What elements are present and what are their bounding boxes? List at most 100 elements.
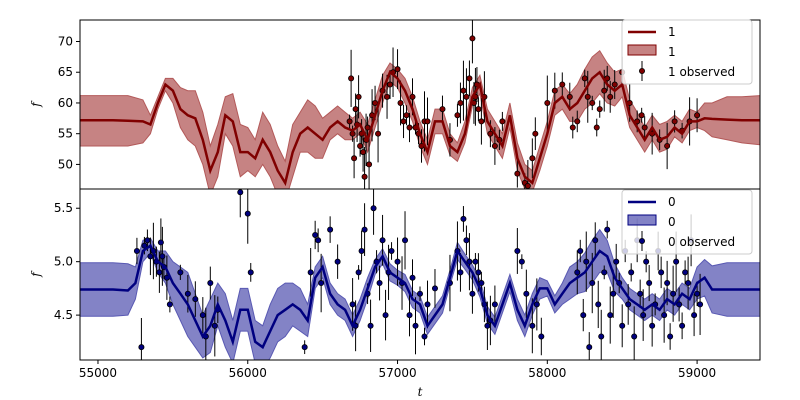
data-point: [514, 247, 521, 254]
data-point: [207, 280, 214, 287]
data-point: [402, 237, 409, 244]
data-point: [580, 312, 587, 319]
legend-entry-label: 0: [668, 195, 676, 209]
data-point: [697, 301, 704, 308]
data-point: [364, 124, 371, 131]
data-point: [619, 322, 626, 329]
data-point: [424, 118, 431, 125]
data-point: [409, 93, 416, 100]
data-point: [315, 237, 322, 244]
plot-area: [80, 20, 760, 189]
mean-line: [80, 70, 760, 187]
data-point: [529, 322, 536, 329]
data-point: [581, 75, 588, 82]
data-point: [658, 269, 665, 276]
data-point: [372, 99, 379, 106]
data-point: [475, 106, 482, 113]
data-point: [349, 301, 356, 308]
data-point: [357, 142, 364, 149]
legend-entry-label: 0 observed: [668, 235, 735, 249]
data-point: [664, 280, 671, 287]
data-point: [478, 280, 485, 287]
data-point: [610, 290, 617, 297]
x-tick-label: 59000: [678, 366, 716, 380]
data-point: [469, 35, 476, 42]
data-point: [327, 226, 334, 233]
data-point: [685, 280, 692, 287]
data-point: [147, 253, 154, 260]
data-point: [487, 130, 494, 137]
data-point: [601, 87, 608, 94]
data-point: [661, 312, 668, 319]
x-tick-label: 58000: [528, 366, 566, 380]
legend-band-swatch: [627, 214, 657, 226]
data-point: [673, 258, 680, 265]
data-point: [361, 226, 368, 233]
data-point: [424, 301, 431, 308]
data-point: [607, 93, 614, 100]
data-point: [694, 112, 701, 119]
data-point: [156, 269, 163, 276]
data-point: [679, 322, 686, 329]
data-point: [586, 344, 593, 351]
data-point: [676, 301, 683, 308]
x-tick-label: 56000: [229, 366, 267, 380]
legend: 1 1 1 observed: [621, 19, 753, 85]
data-point: [649, 322, 656, 329]
data-point: [631, 333, 638, 340]
data-point: [394, 66, 401, 73]
data-point: [457, 99, 464, 106]
data-point: [312, 231, 319, 238]
y-axis-label: f: [29, 270, 43, 278]
data-point: [463, 93, 470, 100]
y-axis-label: f: [29, 100, 43, 108]
data-point: [694, 290, 701, 297]
data-point: [671, 118, 678, 125]
bottom-panel: 4.5 5.0 5.5 55000 56000 57000 58000 59000 f t 0 0 0 …: [29, 188, 761, 399]
data-point: [589, 280, 596, 287]
data-point: [133, 247, 140, 254]
data-point: [607, 312, 614, 319]
y-tick-label: 5.5: [54, 201, 73, 215]
data-point: [454, 112, 461, 119]
data-point: [431, 285, 438, 292]
data-point: [613, 258, 620, 265]
x-tick-label: 57000: [378, 366, 416, 380]
data-point: [589, 99, 596, 106]
data-point: [611, 81, 618, 88]
data-point: [460, 215, 467, 222]
data-point: [184, 290, 191, 297]
y-tick-label: 4.5: [54, 308, 73, 322]
data-point: [403, 112, 410, 119]
data-point: [382, 312, 389, 319]
data-point: [159, 253, 166, 260]
axes-frame: [79, 188, 761, 361]
data-point: [439, 106, 446, 113]
data-point: [361, 173, 368, 180]
data-point: [394, 258, 401, 265]
data-point: [334, 258, 341, 265]
confidence-band: [80, 228, 760, 360]
data-point: [370, 205, 377, 212]
data-point: [574, 118, 581, 125]
data-point: [625, 301, 632, 308]
data-point: [491, 142, 498, 149]
data-point: [157, 239, 164, 246]
data-point: [577, 247, 584, 254]
data-point: [469, 290, 476, 297]
data-point: [247, 269, 254, 276]
data-point: [518, 258, 525, 265]
data-point: [375, 130, 382, 137]
legend-point-swatch: [639, 68, 646, 75]
data-point: [360, 149, 367, 156]
data-point: [484, 322, 491, 329]
observations: [133, 189, 704, 360]
data-point: [640, 312, 647, 319]
data-point: [412, 322, 419, 329]
data-point: [643, 258, 650, 265]
data-point: [177, 269, 184, 276]
data-point: [141, 242, 148, 249]
data-point: [682, 269, 689, 276]
x-tick-label: 55000: [79, 366, 117, 380]
data-point: [478, 118, 485, 125]
